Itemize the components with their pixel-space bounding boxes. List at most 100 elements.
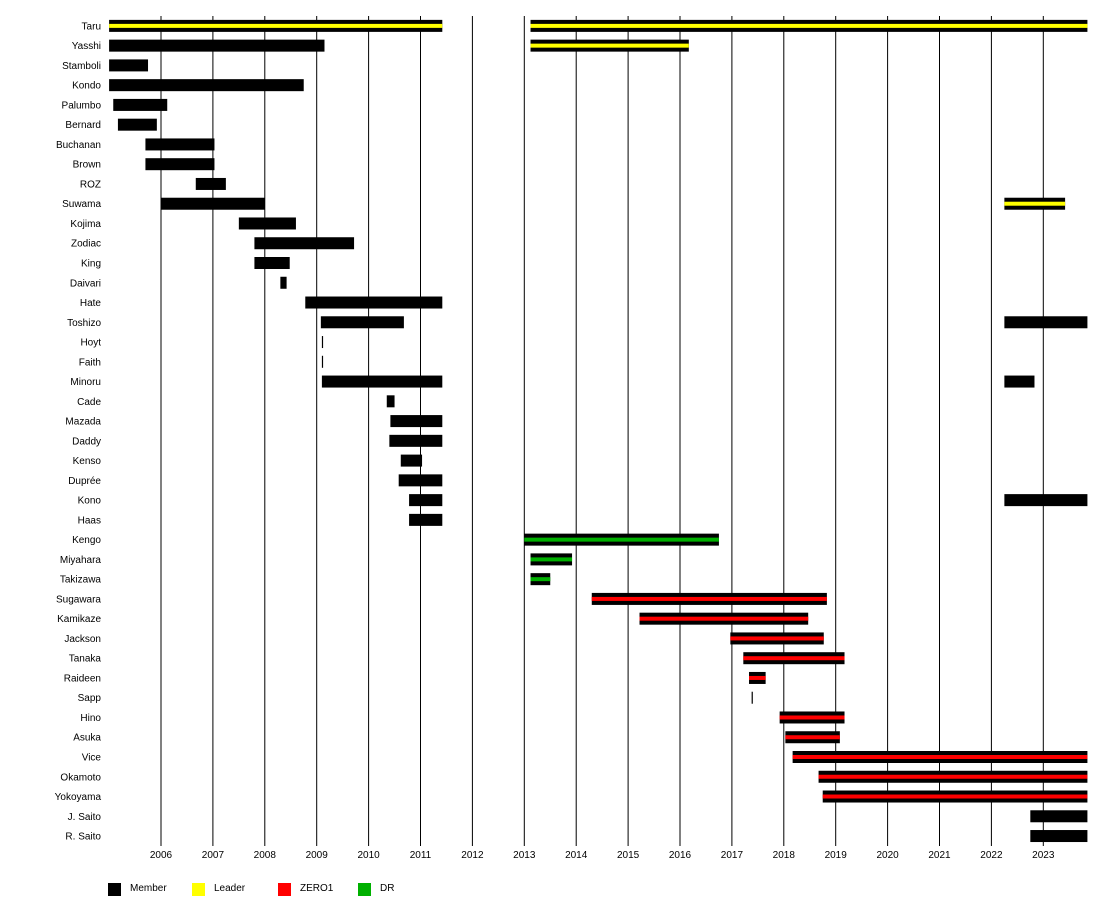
bar-base-kono-2: [1004, 494, 1088, 507]
bar-king-1: [254, 257, 290, 269]
bar-miyahara-1: [530, 553, 573, 566]
x-axis-tick-labels: 2006 2007 2008 2009 2010 2011 2012 2013 2014 2015…: [150, 850, 1055, 861]
year-gridlines: [160, 16, 1044, 846]
x-tick-2007: 2007: [202, 850, 225, 861]
bar-base-palumbo-1: [113, 98, 168, 111]
bar-kono-1: [409, 494, 443, 507]
bar-base-r-saito-1: [1030, 830, 1088, 843]
bar-j-saito-1: [1030, 810, 1088, 823]
legend-item-zero1: ZERO1: [278, 881, 333, 897]
bar-buchanan-1: [145, 138, 215, 151]
bar-base-dupr-e-1: [398, 474, 443, 487]
legend-label-leader: Leader: [214, 883, 246, 894]
x-tick-2010: 2010: [357, 850, 380, 861]
bar-base-haas-1: [409, 513, 443, 526]
legend-swatch-leader: [192, 882, 205, 896]
legend-swatch-dr: [358, 882, 371, 896]
bar-stripe-zero1-okamoto-1: [818, 774, 1088, 779]
bar-kenso-1: [400, 454, 423, 467]
x-tick-2018: 2018: [773, 850, 796, 861]
bar-base-minoru-1: [321, 375, 443, 388]
member-name-j-saito: J. Saito: [68, 812, 102, 823]
bar-hoyt-1: [321, 336, 324, 349]
bar-taru-1: [109, 19, 443, 32]
bar-suwama-1: [161, 197, 265, 210]
legend-item-member: Member: [108, 881, 167, 897]
member-name-labels: Taru Yasshi Stamboli Kondo Palumbo Bernard Buc…: [55, 21, 102, 842]
member-name-tanaka: Tanaka: [69, 654, 102, 665]
member-name-bernard: Bernard: [65, 120, 101, 131]
bar-r-saito-1: [1030, 830, 1088, 843]
bar-base-kondo-1: [109, 79, 304, 92]
bar-daivari-1: [280, 276, 287, 289]
membership-bars: [109, 19, 1088, 843]
member-name-kojima: Kojima: [70, 219, 101, 230]
legend-label-zero1: ZERO1: [300, 883, 334, 894]
x-tick-2022: 2022: [980, 850, 1003, 861]
bar-stripe-zero1-tanaka-1: [743, 656, 845, 661]
member-name-takizawa: Takizawa: [60, 575, 102, 586]
bar-asuka-1: [785, 731, 840, 744]
member-name-kamikaze: Kamikaze: [57, 614, 101, 625]
x-tick-2017: 2017: [721, 850, 744, 861]
member-name-cade: Cade: [77, 397, 101, 408]
bar-hino-1: [779, 711, 845, 724]
bar-yasshi-1: [109, 39, 325, 52]
legend-label-dr: DR: [380, 883, 395, 894]
bar-base-minoru-2: [1004, 375, 1035, 388]
member-name-kengo: Kengo: [72, 535, 101, 546]
member-name-jackson: Jackson: [64, 634, 101, 645]
member-name-vice: Vice: [82, 753, 102, 764]
bar-base-brown-1: [145, 158, 215, 171]
bar-haas-1: [409, 513, 443, 526]
member-name-stamboli: Stamboli: [62, 61, 101, 72]
bar-base-faith-1: [321, 355, 324, 368]
bar-stamboli-1: [109, 59, 149, 72]
bar-brown-1: [145, 158, 215, 171]
bar-raideen-1: [749, 671, 766, 684]
bar-base-kojima-1: [238, 217, 296, 230]
member-name-sapp: Sapp: [78, 693, 102, 704]
bar-stripe-zero1-jackson-1: [730, 636, 824, 641]
member-name-suwama: Suwama: [62, 199, 101, 210]
bar-toshizo-1: [320, 316, 404, 329]
member-name-kenso: Kenso: [73, 456, 102, 467]
bar-stripe-dr-takizawa-1: [530, 577, 551, 582]
member-name-okamoto: Okamoto: [60, 772, 101, 783]
bar-toshizo-2: [1004, 316, 1088, 329]
bar-stripe-zero1-asuka-1: [785, 735, 840, 740]
member-name-r-saito: R. Saito: [65, 832, 101, 843]
member-name-faith: Faith: [79, 357, 101, 368]
bar-dupr-e-1: [398, 474, 443, 487]
member-name-yokoyama: Yokoyama: [55, 792, 102, 803]
member-name-king: King: [81, 259, 101, 270]
member-name-hino: Hino: [80, 713, 101, 724]
legend: Member Leader ZERO1 DR: [108, 881, 438, 897]
bar-base-toshizo-1: [320, 316, 404, 329]
bar-cade-1: [386, 395, 395, 408]
x-tick-2006: 2006: [150, 850, 173, 861]
bar-faith-1: [321, 355, 324, 368]
bar-daddy-1: [389, 434, 443, 447]
bar-stripe-zero1-sugawara-1: [591, 596, 827, 601]
bar-stripe-zero1-kamikaze-1: [639, 616, 809, 621]
legend-item-dr: DR: [358, 881, 394, 897]
bar-minoru-1: [321, 375, 443, 388]
legend-swatch-member: [108, 882, 121, 896]
bar-kono-2: [1004, 494, 1088, 507]
bar-stripe-zero1-yokoyama-1: [822, 794, 1088, 799]
member-name-kondo: Kondo: [72, 81, 101, 92]
member-name-sugawara: Sugawara: [56, 594, 101, 605]
bar-stripe-leader-yasshi-2: [530, 43, 689, 48]
bar-yokoyama-1: [822, 790, 1088, 803]
bar-base-king-1: [254, 257, 290, 269]
bar-stripe-leader-suwama-2: [1004, 201, 1066, 206]
bar-stripe-zero1-hino-1: [779, 715, 845, 720]
bar-suwama-2: [1004, 197, 1066, 210]
bar-base-cade-1: [386, 395, 395, 408]
legend-item-leader: Leader: [192, 881, 245, 897]
bar-okamoto-1: [818, 770, 1088, 783]
bar-base-yasshi-1: [109, 39, 325, 52]
member-name-palumbo: Palumbo: [62, 100, 102, 111]
x-tick-2011: 2011: [410, 850, 432, 861]
